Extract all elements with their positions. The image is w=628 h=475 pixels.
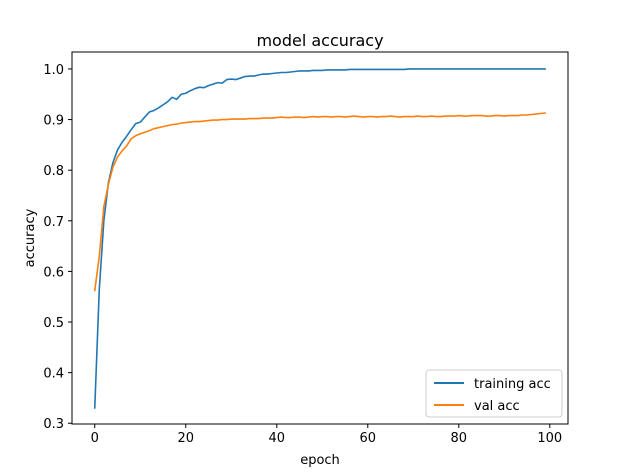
y-tick-label: 0.4	[43, 367, 64, 382]
y-tick-label: 0.6	[43, 265, 64, 280]
x-tick-label: 60	[360, 431, 377, 446]
series-lines	[93, 68, 547, 409]
x-tick-label: 0	[91, 431, 99, 446]
y-tick-label: 1.0	[43, 63, 64, 78]
x-tick-label: 100	[537, 431, 562, 446]
y-tick-label: 0.3	[43, 417, 64, 432]
chart-title: model accuracy	[256, 31, 383, 50]
x-tick-label: 40	[268, 431, 285, 446]
legend-label-training: training acc	[474, 377, 551, 392]
val-acc-line	[93, 112, 547, 292]
plot-frame	[71, 51, 569, 425]
training-acc-line	[93, 68, 547, 409]
y-tick-label: 0.9	[43, 114, 64, 129]
y-axis-label: accuracy	[23, 208, 38, 267]
legend: training acc val acc	[425, 369, 563, 418]
x-tick-label: 80	[451, 431, 468, 446]
x-tick-label: 20	[177, 431, 194, 446]
axis-ticks: 0 20 40 60 80 100 0.3 0.4 0.5 0.6 0.7 0.8 0.9 1.0	[43, 63, 562, 446]
x-axis-label: epoch	[300, 453, 340, 468]
y-tick-label: 0.7	[43, 215, 64, 230]
y-tick-label: 0.8	[43, 164, 64, 179]
legend-label-val: val acc	[474, 399, 520, 414]
y-tick-label: 0.5	[43, 316, 64, 331]
